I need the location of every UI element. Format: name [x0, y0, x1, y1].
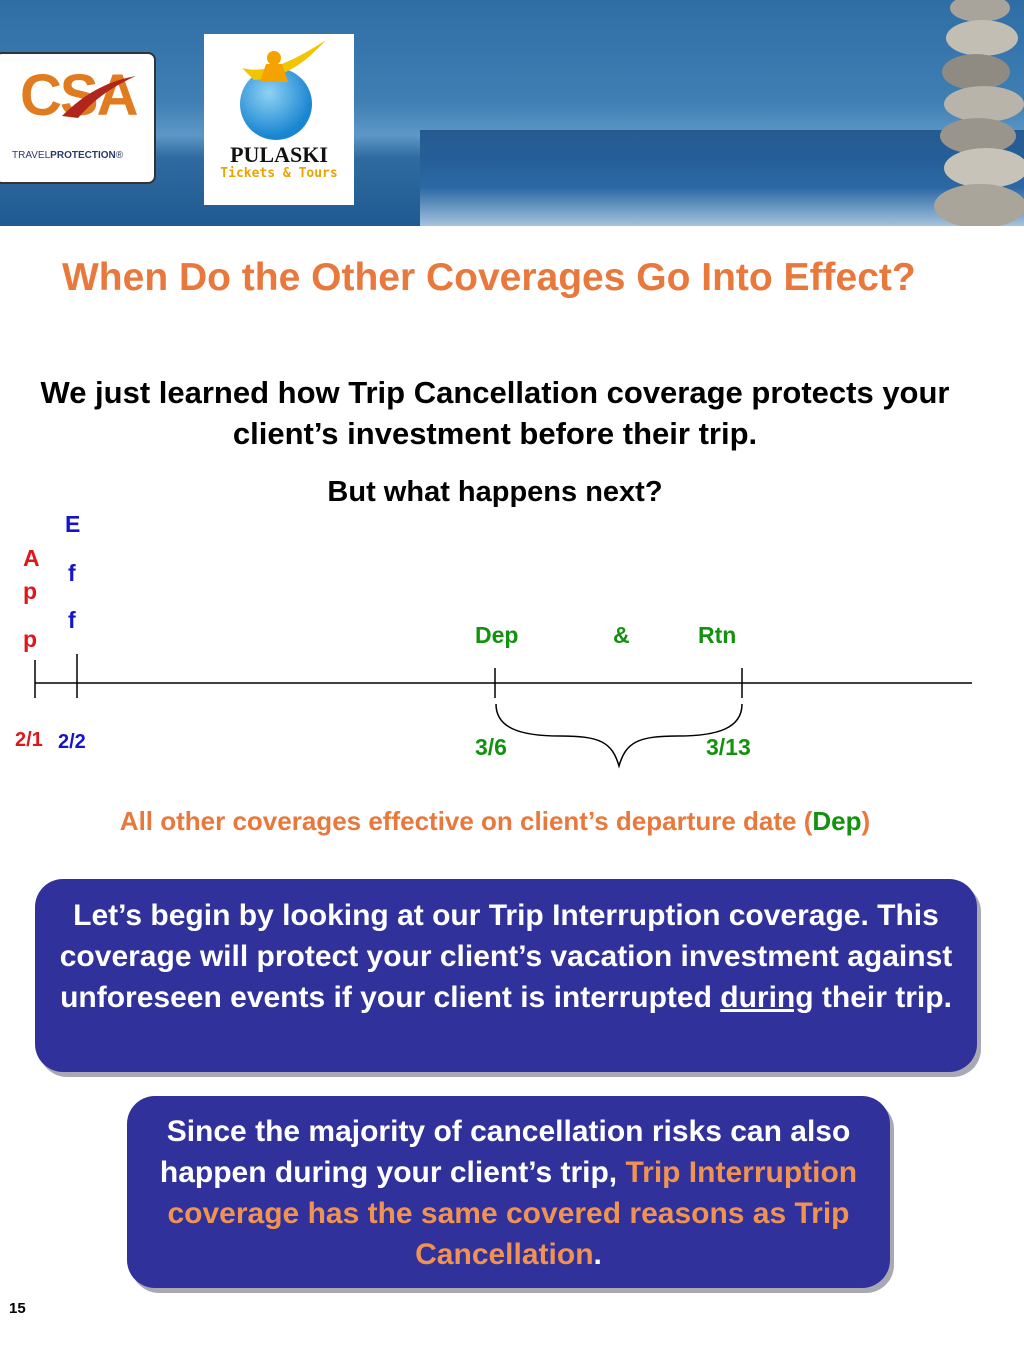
- eff-letter-3: f: [68, 607, 76, 633]
- csa-logo-brand: CSA: [20, 63, 138, 128]
- pulaski-logo-name: PULASKI: [230, 142, 328, 167]
- covered-reasons-box: Since the majority of cancellation risks…: [127, 1096, 890, 1288]
- dep-label: Dep: [475, 622, 519, 648]
- box2-text-after: .: [593, 1238, 602, 1271]
- sea-background: [420, 130, 1024, 226]
- page-title: When Do the Other Coverages Go Into Effe…: [62, 256, 916, 299]
- timeline: [34, 654, 972, 769]
- box1-underlined: during: [720, 981, 814, 1014]
- date-eff: 2/2: [58, 731, 86, 753]
- trip-brace: [495, 703, 743, 769]
- app-letter-2: p: [23, 578, 38, 604]
- page-number: 15: [9, 1300, 26, 1317]
- csa-trademark: ®: [115, 150, 124, 161]
- box2-text-before: Since the majority of cancellation risks…: [159, 1115, 851, 1189]
- effective-note: All other coverages effective on client’…: [20, 806, 970, 837]
- pulaski-logo: PULASKI Tickets & Tours: [204, 34, 354, 205]
- rtn-label: Rtn: [698, 622, 737, 648]
- app-letter-3: p: [23, 626, 38, 652]
- amp-label: &: [613, 622, 630, 648]
- question-text: But what happens next?: [327, 476, 663, 508]
- box2-highlight: Trip Interruption coverage has the same …: [167, 1156, 858, 1271]
- effective-note-close: ): [861, 806, 871, 836]
- pulaski-logo-subtitle: Tickets & Tours: [220, 166, 338, 181]
- csa-swoosh-icon: [62, 76, 136, 118]
- csa-logo-tagline: TRAVELPROTECTION®: [12, 150, 123, 161]
- eff-letter-2: f: [68, 560, 76, 586]
- box1-text-before: Let’s begin by looking at our Trip Inter…: [59, 899, 953, 1014]
- eff-letter-1: E: [65, 511, 81, 537]
- effective-note-text: All other coverages effective on client’…: [119, 806, 813, 836]
- csa-tagline-light: TRAVEL: [12, 150, 51, 161]
- globe-figure-logo: [240, 40, 326, 140]
- header-banner: CSA TRAVELPROTECTION® PULASKI Tickets & …: [0, 0, 1024, 226]
- stacked-stones-image: [934, 0, 1024, 226]
- box1-text-after: their trip.: [813, 981, 952, 1014]
- trip-interruption-box: Let’s begin by looking at our Trip Inter…: [35, 879, 977, 1072]
- date-dep: 3/6: [475, 734, 507, 760]
- effective-note-dep: Dep: [812, 806, 862, 836]
- intro-text: We just learned how Trip Cancellation co…: [40, 375, 950, 451]
- date-rtn: 3/13: [706, 734, 751, 760]
- date-app: 2/1: [15, 729, 43, 751]
- app-letter-1: A: [23, 545, 40, 571]
- csa-tagline-bold: PROTECTION: [50, 150, 116, 161]
